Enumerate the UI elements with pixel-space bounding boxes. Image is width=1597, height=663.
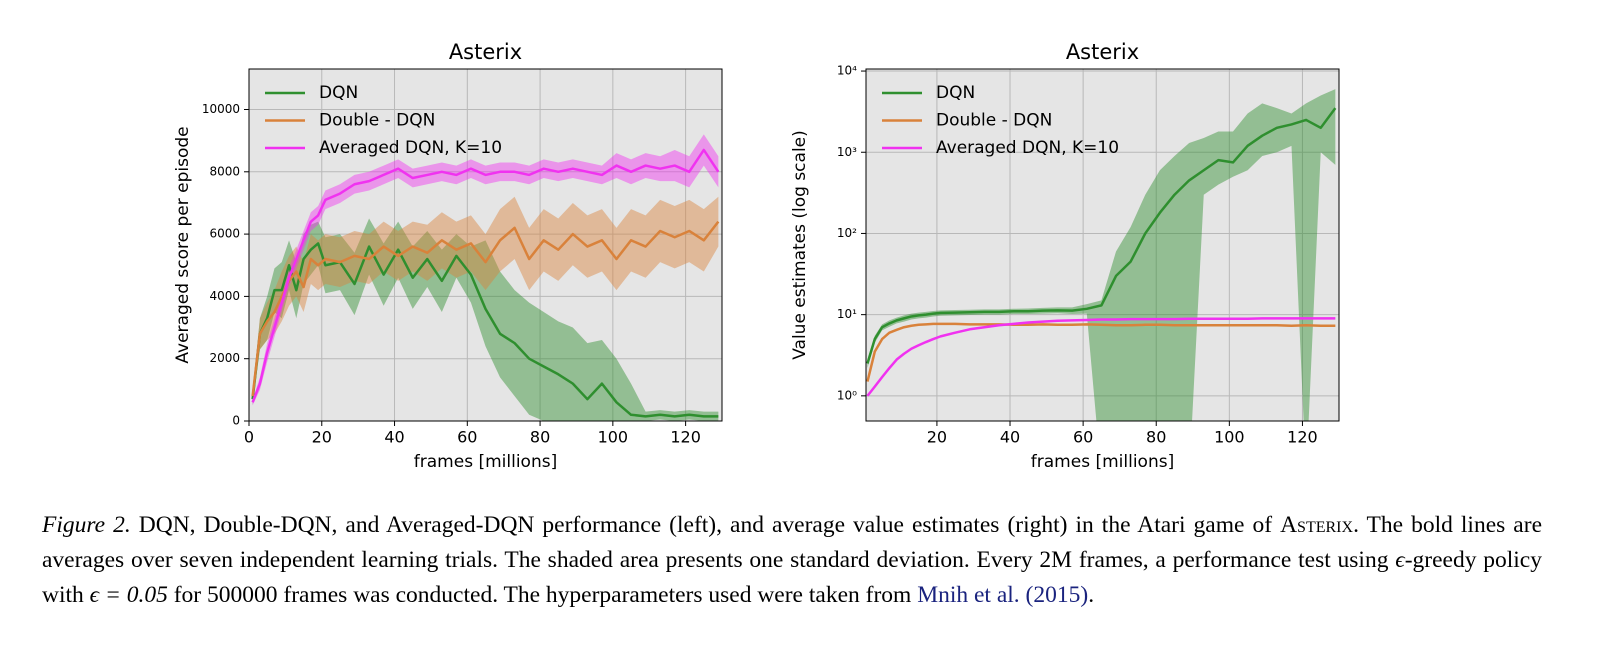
plot-layer [251, 134, 720, 421]
axes-frame [865, 68, 1340, 422]
caption: Figure 2. DQN, Double-DQN, and Averaged-… [42, 508, 1542, 613]
x-axis-label: frames [millions] [414, 452, 557, 472]
series-line [251, 220, 720, 397]
legend-label: Double - DQN [936, 111, 1052, 131]
std-band [867, 89, 1336, 421]
x-tick-label: 40 [1000, 428, 1020, 447]
x-tick-label: 20 [927, 428, 947, 447]
caption-math: ϵ = 0.05 [89, 582, 168, 608]
y-tick-label: 10² [837, 226, 857, 240]
axes-frame [248, 68, 723, 422]
x-tick-label: 80 [1146, 428, 1166, 447]
series-line [866, 322, 1336, 382]
x-axis-label: frames [millions] [1031, 452, 1174, 472]
x-tick-label: 100 [598, 428, 629, 447]
legend-label: Averaged DQN, K=10 [936, 138, 1119, 158]
y-axis-label: Value estimates (log scale) [790, 130, 810, 360]
caption-text: for 500000 frames was conducted. The hyp… [167, 582, 918, 608]
std-band [252, 218, 719, 421]
legend-label: DQN [936, 83, 975, 103]
y-tick-label: 2000 [209, 351, 240, 365]
chart-title: Asterix [449, 40, 522, 64]
x-tick-label: 120 [1287, 428, 1318, 447]
caption-game: Asterix [1280, 512, 1354, 538]
series-line [866, 317, 1336, 397]
legend-label: DQN [319, 83, 358, 103]
plot-area [866, 69, 1339, 421]
series-line [251, 148, 720, 403]
series-line [251, 242, 719, 418]
y-tick-label: 4000 [209, 289, 240, 303]
x-tick-label: 60 [457, 428, 477, 447]
caption-text: . The bold lines are averages over seven… [42, 512, 1542, 573]
y-tick-label: 8000 [209, 164, 240, 178]
caption-label: Figure 2. [42, 512, 131, 538]
legend-label: Averaged DQN, K=10 [319, 138, 502, 158]
y-tick-label: 10¹ [837, 307, 857, 321]
y-tick-label: 10⁰ [837, 388, 857, 402]
caption-math: ϵ [1395, 547, 1405, 573]
x-tick-label: 80 [530, 428, 550, 447]
x-tick-label: 120 [670, 428, 701, 447]
caption-text: DQN, Double-DQN, and Averaged-DQN perfor… [130, 512, 1281, 538]
y-tick-label: 10⁴ [837, 64, 857, 78]
x-tick-label: 40 [384, 428, 404, 447]
y-tick-label: 6000 [209, 227, 240, 241]
std-band [252, 134, 719, 406]
x-tick-label: 100 [1214, 428, 1245, 447]
citation[interactable]: Mnih et al. (2015) [917, 582, 1089, 608]
y-tick-label: 10³ [837, 145, 857, 159]
caption-text: . [1088, 582, 1095, 608]
caption-text: -greedy policy with [42, 547, 1542, 608]
y-tick-label: 10000 [202, 102, 240, 116]
legend-label: Double - DQN [319, 111, 435, 131]
chart-title: Asterix [1066, 40, 1139, 64]
x-tick-label: 20 [312, 428, 332, 447]
series-line [866, 107, 1337, 364]
figure: 0 20 40 60 80 100 120 0 2000 4000 6000 8000 10000 Ast… [173, 40, 1340, 472]
y-tick-label: 0 [232, 414, 240, 428]
y-axis-label: Averaged score per episode [173, 126, 193, 363]
x-tick-label: 60 [1073, 428, 1093, 447]
plot-layer [866, 89, 1337, 421]
x-tick-label: 0 [244, 428, 254, 447]
